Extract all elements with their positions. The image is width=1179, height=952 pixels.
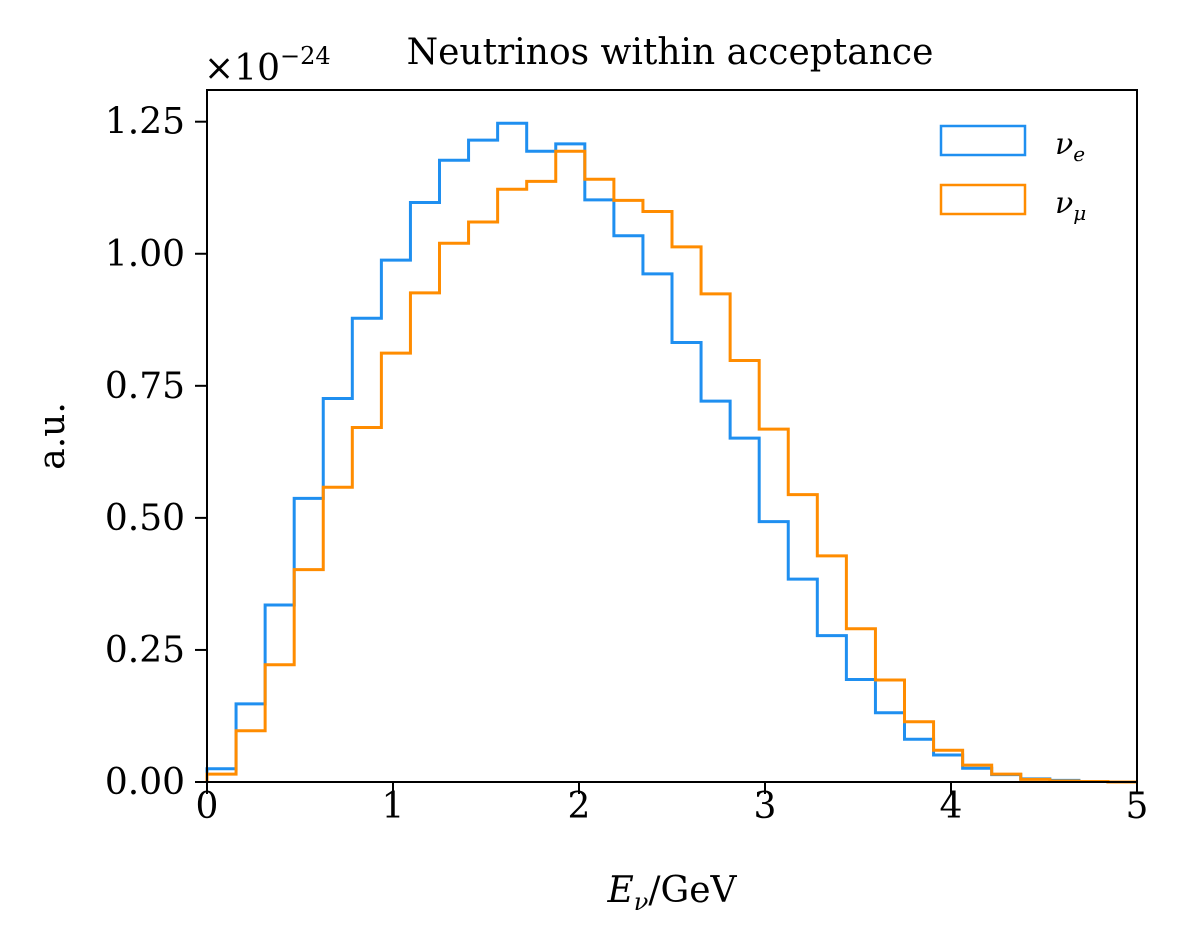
chart-title: Neutrinos within acceptance — [407, 32, 934, 73]
y-tick-label: 0.00 — [105, 762, 185, 803]
x-label-unit: /GeV — [648, 870, 737, 911]
scale-exponent: −24 — [280, 42, 331, 70]
scale-base: ×10 — [204, 48, 280, 89]
x-tick-label: 0 — [196, 786, 219, 827]
x-tick-label: 2 — [568, 786, 591, 827]
x-axis-ticks: 0 1 2 3 4 5 — [196, 782, 1149, 827]
y-axis-label: a.u. — [32, 402, 73, 470]
series-layer — [205, 121, 1137, 784]
histogram-series-μ — [205, 149, 1137, 784]
legend-swatch-nu-e — [939, 124, 1027, 157]
legend-label-nu-mu: νμ — [1055, 186, 1086, 225]
axes-frame — [206, 89, 1138, 783]
x-label-var: E — [606, 870, 633, 911]
x-axis-label: Eν/GeV — [606, 870, 737, 916]
y-tick-label: 0.50 — [105, 498, 185, 539]
legend: νe νμ — [939, 124, 1086, 225]
y-tick-label: 0.75 — [105, 366, 185, 407]
histogram-series-e — [205, 121, 1137, 784]
y-tick-label: 0.25 — [105, 630, 185, 671]
x-label-sub: ν — [634, 888, 649, 916]
y-tick-label: 1.25 — [105, 102, 185, 143]
legend-swatch-nu-mu — [939, 183, 1027, 216]
y-scale-label: ×10−24 — [204, 42, 331, 89]
legend-label-nu-e: νe — [1055, 127, 1085, 166]
x-tick-label: 5 — [1126, 786, 1149, 827]
x-tick-label: 4 — [940, 786, 963, 827]
x-tick-label: 3 — [754, 786, 777, 827]
y-tick-label: 1.00 — [105, 234, 185, 275]
x-tick-label: 1 — [382, 786, 405, 827]
y-axis-ticks: 0.00 0.25 0.50 0.75 1.00 1.25 — [105, 102, 207, 803]
